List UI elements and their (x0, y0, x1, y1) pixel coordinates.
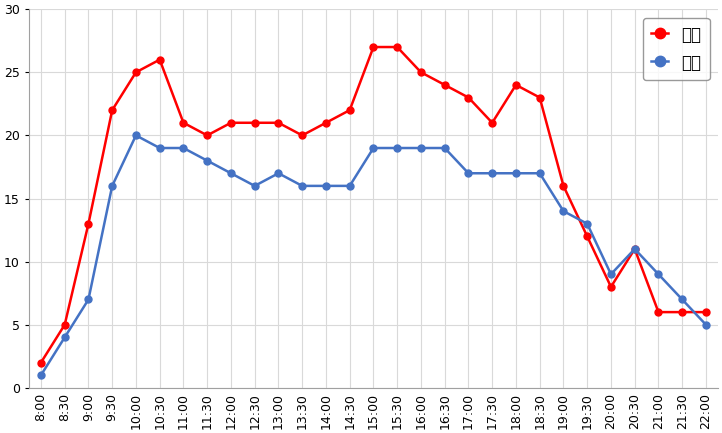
平日 (488, 171, 497, 176)
平日 (345, 183, 354, 188)
平日 (274, 171, 283, 176)
平日 (654, 271, 663, 277)
休日 (393, 45, 401, 50)
平日 (321, 183, 330, 188)
平日 (417, 145, 425, 151)
休日 (464, 95, 473, 100)
平日 (606, 271, 615, 277)
休日 (630, 246, 639, 252)
休日 (488, 120, 497, 126)
休日 (417, 70, 425, 75)
Line: 平日: 平日 (38, 132, 710, 379)
平日 (108, 183, 116, 188)
平日 (61, 335, 69, 340)
休日 (559, 183, 567, 188)
休日 (131, 70, 140, 75)
休日 (227, 120, 235, 126)
平日 (464, 171, 473, 176)
休日 (536, 95, 544, 100)
休日 (298, 133, 307, 138)
平日 (630, 246, 639, 252)
平日 (251, 183, 259, 188)
平日 (440, 145, 449, 151)
休日 (37, 360, 45, 365)
平日 (131, 133, 140, 138)
Legend: 休日, 平日: 休日, 平日 (643, 17, 710, 80)
休日 (369, 45, 378, 50)
平日 (203, 158, 212, 163)
平日 (369, 145, 378, 151)
平日 (227, 171, 235, 176)
平日 (583, 221, 591, 226)
休日 (84, 221, 93, 226)
平日 (37, 373, 45, 378)
平日 (84, 297, 93, 302)
平日 (393, 145, 401, 151)
休日 (512, 82, 521, 87)
平日 (678, 297, 687, 302)
平日 (298, 183, 307, 188)
Line: 休日: 休日 (38, 44, 710, 366)
平日 (702, 322, 710, 327)
休日 (583, 234, 591, 239)
休日 (654, 310, 663, 315)
休日 (345, 107, 354, 113)
平日 (155, 145, 164, 151)
休日 (203, 133, 212, 138)
休日 (155, 57, 164, 62)
平日 (559, 209, 567, 214)
休日 (274, 120, 283, 126)
休日 (179, 120, 188, 126)
休日 (440, 82, 449, 87)
休日 (108, 107, 116, 113)
休日 (702, 310, 710, 315)
平日 (536, 171, 544, 176)
休日 (321, 120, 330, 126)
平日 (179, 145, 188, 151)
休日 (251, 120, 259, 126)
休日 (678, 310, 687, 315)
休日 (606, 284, 615, 290)
平日 (512, 171, 521, 176)
休日 (61, 322, 69, 327)
